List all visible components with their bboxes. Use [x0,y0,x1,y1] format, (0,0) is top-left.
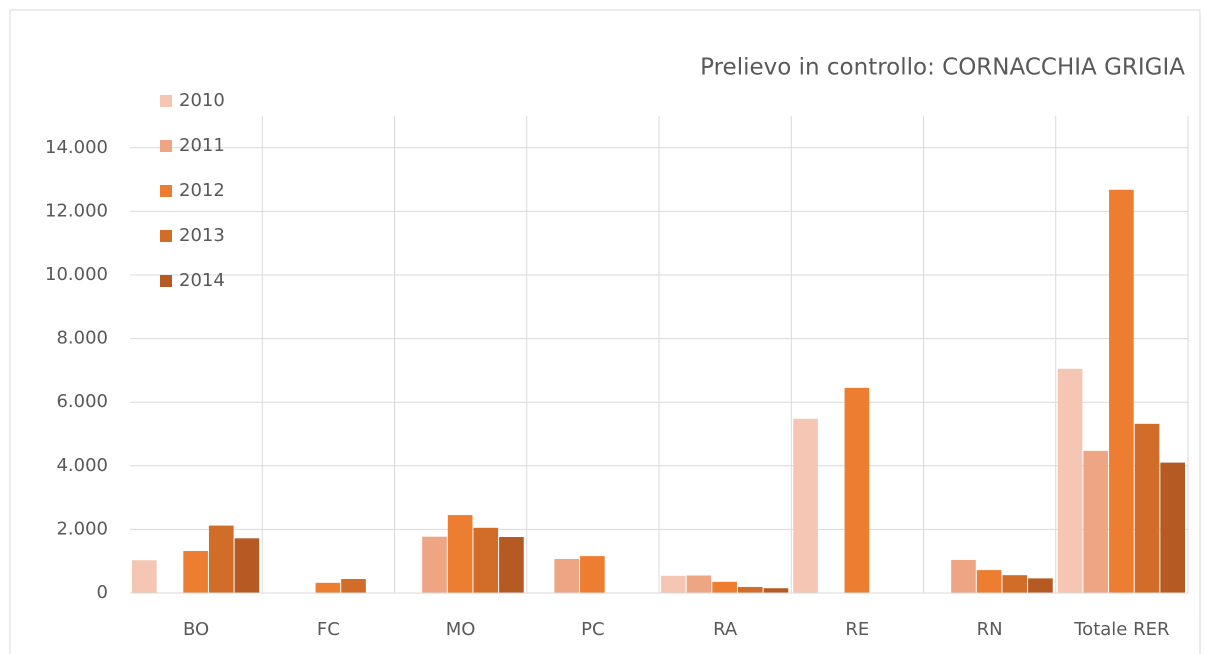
y-tick-label: 12.000 [45,200,108,221]
x-tick-label: RA [713,619,738,640]
x-tick-label: RN [977,619,1003,640]
x-tick-label: BO [183,619,209,640]
bar [976,570,1002,593]
bar [661,575,686,593]
bar [1057,368,1083,593]
bar [473,527,499,593]
bar [499,537,524,593]
bar [341,579,366,593]
bar [1028,578,1053,593]
bar [1083,450,1109,593]
y-tick-label: 4.000 [56,455,108,476]
legend-swatch [160,230,172,242]
y-tick-label: 6.000 [56,391,108,412]
bar [580,556,605,593]
bar [1002,575,1028,593]
bar [315,582,341,593]
x-tick-label: RE [845,619,869,640]
bar [447,515,473,593]
x-tick-label: MO [446,619,476,640]
legend-label: 2013 [179,225,225,246]
bar [132,560,157,593]
y-tick-label: 2.000 [56,518,108,539]
legend-swatch [160,275,172,287]
legend-label: 2012 [179,180,225,201]
bar [844,387,870,593]
bar [183,551,208,593]
bar [793,418,818,593]
bar [1134,423,1160,593]
y-tick-label: 14.000 [45,137,108,158]
x-tick-label: Totale RER [1073,619,1169,640]
legend-label: 2014 [179,270,225,291]
bar [554,558,580,593]
bar [1160,462,1185,593]
bar [712,581,737,593]
chart-title: Prelievo in controllo: CORNACCHIA GRIGIA [700,55,1185,81]
y-tick-label: 0 [97,582,108,603]
legend-label: 2011 [179,135,225,156]
bar [208,525,234,593]
chart-border [9,9,1201,654]
x-tick-label: PC [581,619,604,640]
bar [1109,189,1134,593]
bar [951,559,976,593]
bar [422,536,447,593]
bar [763,588,789,593]
legend-swatch [160,140,172,152]
bar [234,538,260,593]
y-tick-label: 8.000 [56,328,108,349]
legend-swatch [160,95,172,107]
y-tick-label: 10.000 [45,264,108,285]
x-tick-label: FC [317,619,340,640]
bar [737,586,763,593]
legend-swatch [160,185,172,197]
legend-label: 2010 [179,90,225,111]
bar [686,575,712,593]
